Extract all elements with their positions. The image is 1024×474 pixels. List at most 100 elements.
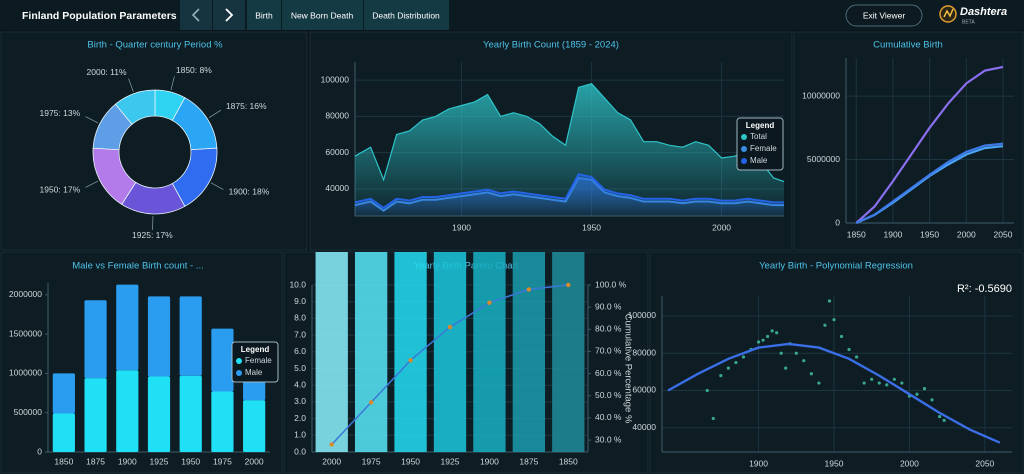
legend-box	[736, 117, 784, 171]
scatter-point	[756, 340, 761, 344]
scatter-point	[726, 366, 730, 370]
label-leader	[170, 76, 175, 91]
scatter-point	[915, 392, 919, 396]
scatter-point	[802, 359, 806, 363]
app-title: Finland Population Parameters	[22, 10, 177, 22]
scatter-point	[922, 387, 927, 391]
slice-label: 1900: 18%	[229, 187, 270, 197]
regression-curve	[667, 342, 1001, 444]
label-leader	[208, 109, 222, 119]
x-tick-label: 1950	[825, 458, 844, 468]
bar-segment	[211, 391, 234, 452]
bar-segment	[52, 373, 75, 414]
y-tick-label: 100000	[321, 74, 350, 84]
scatter-point	[862, 381, 866, 385]
x-tick-label: 1950	[181, 456, 200, 466]
y-tick-label: 9.0	[294, 296, 306, 306]
scatter-point	[761, 338, 765, 342]
bar	[552, 252, 585, 452]
x-tick-label: 2000	[712, 222, 731, 232]
scatter-point	[809, 372, 813, 376]
x-tick-label: 2050	[975, 458, 994, 468]
x-tick-label: 1850	[559, 456, 578, 466]
y-tick-label: 6.0	[294, 346, 306, 356]
y-tick-label: 7.0	[294, 329, 306, 339]
series-line	[855, 65, 1004, 224]
y-tick-label: 100000	[628, 310, 657, 320]
nav-back[interactable]	[180, 0, 212, 30]
y-tick-label: 100.0 %	[595, 279, 627, 289]
tab-label[interactable]: Birth	[255, 10, 273, 20]
scatter-point	[877, 381, 881, 385]
series-line	[354, 83, 785, 183]
scatter-point	[892, 377, 896, 381]
tab[interactable]	[282, 0, 363, 30]
x-tick-label: 1925	[441, 456, 460, 466]
y-tick-label: 4.0	[294, 379, 306, 389]
scatter-point	[823, 323, 827, 327]
scatter-point	[719, 373, 723, 378]
series-line	[354, 173, 784, 210]
chart-title: Cumulative Birth	[873, 40, 943, 51]
scatter-point	[711, 416, 715, 421]
nav-forward[interactable]	[213, 0, 245, 30]
legend-swatch	[236, 370, 242, 376]
x-tick-label: 1900	[452, 222, 471, 232]
bar	[354, 252, 388, 452]
tab[interactable]	[247, 0, 281, 30]
bar	[315, 252, 348, 452]
series-line	[855, 142, 1004, 224]
y-tick-label: 2.0	[294, 413, 306, 423]
slice-label: 1950: 17%	[39, 184, 80, 194]
tab-label[interactable]: Death Distribution	[372, 10, 440, 20]
scatter-point	[770, 329, 774, 333]
label-leader	[85, 180, 99, 188]
x-tick-label: 1875	[86, 456, 105, 466]
exit-label[interactable]: Exit Viewer	[863, 10, 906, 20]
scatter-point	[839, 334, 844, 339]
tab[interactable]	[364, 0, 449, 30]
y-tick-label: 30.0 %	[595, 434, 622, 444]
scatter-point	[937, 414, 942, 419]
slice-label: 1975: 13%	[39, 108, 80, 118]
y-tick-label: 0	[835, 217, 840, 227]
y-tick-label: 2000000	[9, 289, 42, 299]
cumulative-point	[487, 300, 492, 305]
bar	[433, 252, 467, 452]
legend-box	[231, 341, 279, 383]
scatter-point	[766, 334, 770, 339]
x-tick-label: 1950	[401, 456, 420, 466]
x-tick-label: 1975	[213, 456, 232, 466]
logo-mark	[943, 8, 954, 18]
x-tick-label: 1950	[582, 222, 601, 232]
scatter-point	[930, 398, 934, 402]
scatter-point	[705, 388, 709, 393]
scatter-point	[855, 355, 859, 359]
cumulative-point	[566, 282, 571, 288]
legend-label: Female	[750, 144, 777, 153]
bar-segment	[179, 296, 202, 376]
legend-label: Male	[750, 156, 768, 165]
y-tick-label: 5.0	[294, 363, 306, 373]
y-tick-label: 70.0 %	[595, 346, 622, 356]
logo-badge: BETA	[962, 19, 975, 25]
y2-axis-title: Cumulative Percentage %	[622, 314, 633, 424]
x-tick-label: 1950	[920, 229, 939, 239]
slice-label: 2000: 11%	[87, 67, 127, 77]
scatter-point	[870, 377, 874, 381]
panel	[0, 31, 308, 251]
tab-label[interactable]: New Born Death	[291, 10, 354, 20]
label-leader	[85, 116, 99, 124]
panel	[649, 251, 1024, 474]
y-tick-label: 90.0 %	[595, 301, 622, 311]
y-tick-label: 1000000	[9, 368, 42, 378]
x-tick-label: 2000	[245, 456, 264, 466]
scatter-point	[885, 383, 889, 387]
x-tick-label: 1975	[362, 456, 381, 466]
legend-swatch	[236, 358, 242, 364]
scatter-point	[794, 351, 798, 355]
exit-button[interactable]	[845, 4, 923, 27]
area-fill	[355, 83, 784, 216]
x-tick-label: 1900	[749, 458, 768, 468]
